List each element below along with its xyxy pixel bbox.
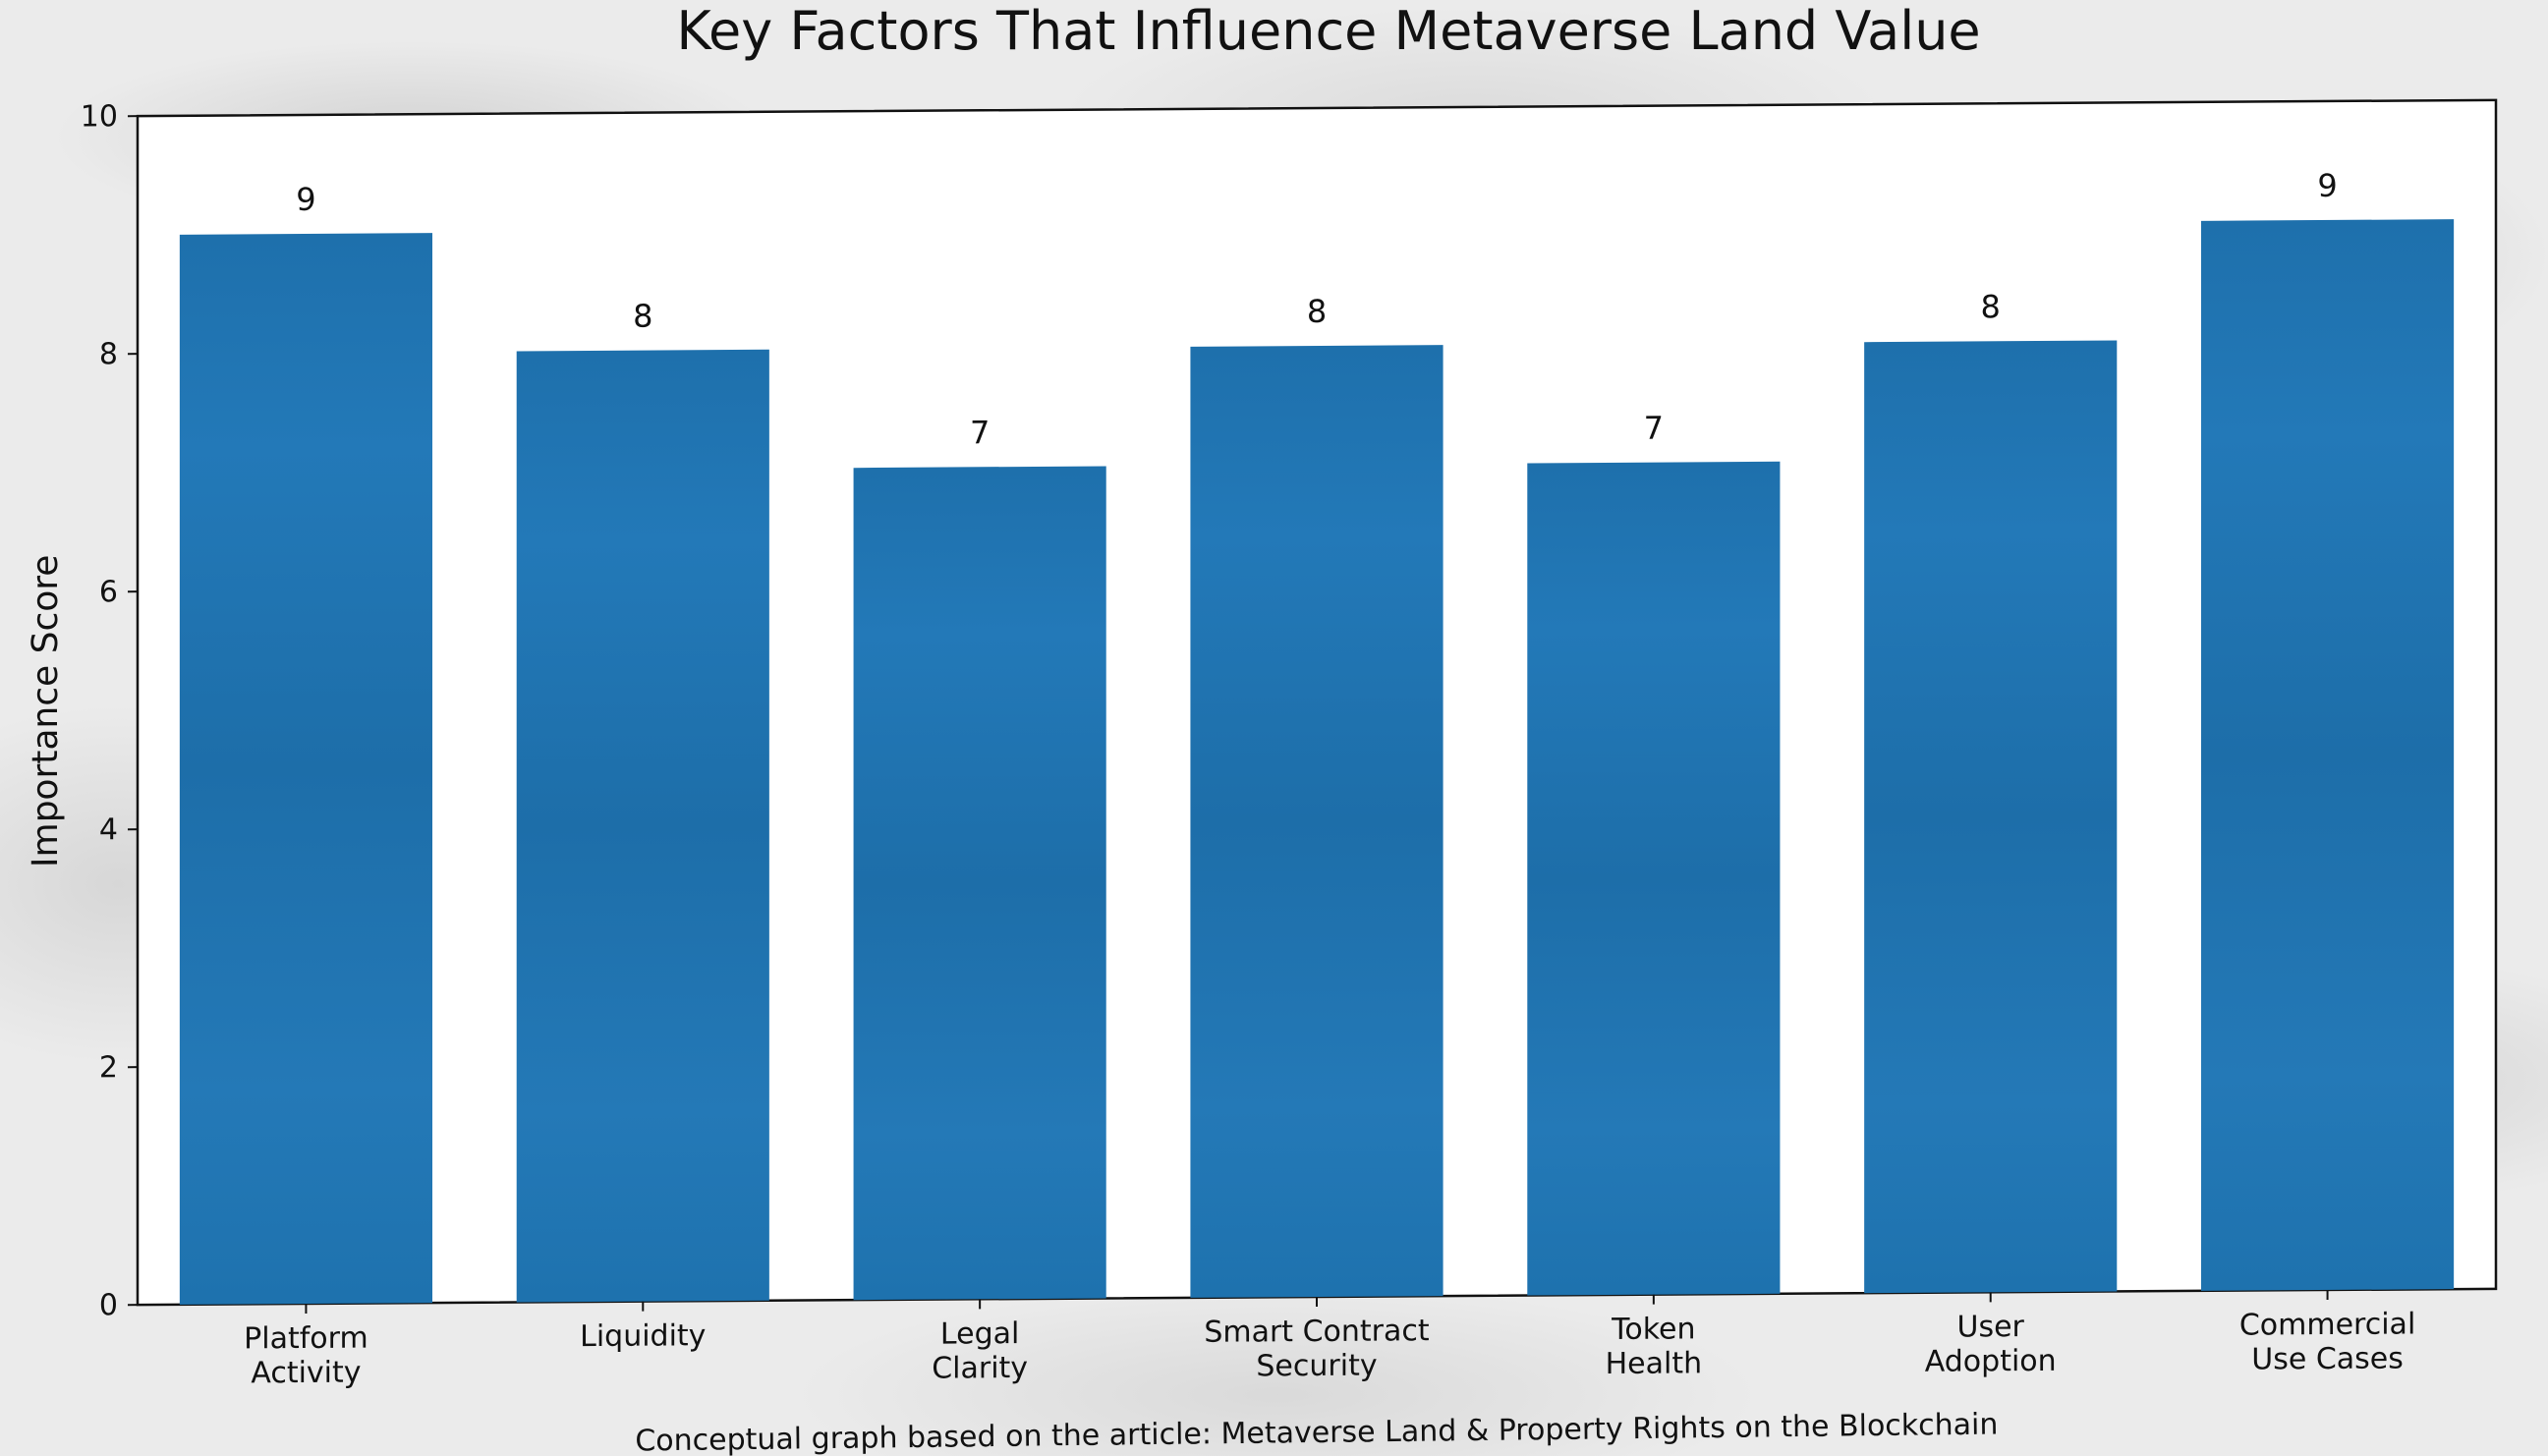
bar-6 <box>1864 340 2118 1294</box>
y-tick-label-0: 0 <box>99 1288 118 1322</box>
x-tick-label-line: Legal <box>940 1316 1019 1352</box>
chart-title: Key Factors That Influence Metaverse Lan… <box>676 0 1980 62</box>
data-label-3: 7 <box>970 414 990 451</box>
x-tick-label-5: Token Health <box>1606 1312 1703 1381</box>
x-tick-label-line: Security <box>1256 1349 1377 1384</box>
bar-2 <box>516 349 769 1303</box>
x-tick-label-line: Use Cases <box>2251 1341 2404 1376</box>
y-tick-label-4: 4 <box>99 812 118 847</box>
x-tick-label-2: Liquidity <box>580 1318 706 1354</box>
x-tick-label-line: User <box>1957 1310 2025 1344</box>
x-tick-label-line: Token <box>1611 1312 1695 1347</box>
y-tick-label-10: 10 <box>81 99 118 134</box>
data-label-5: 7 <box>1644 410 1664 447</box>
y-tick-label-2: 2 <box>99 1050 118 1085</box>
x-tick-label-line: Activity <box>251 1356 361 1391</box>
bars-group <box>179 219 2455 1305</box>
y-axis-ticks: 0 2 4 6 8 10 <box>81 99 138 1322</box>
bar-5 <box>1527 461 1781 1296</box>
x-tick-label-line: Adoption <box>1925 1344 2057 1379</box>
x-tick-label-1: Platform Activity <box>244 1321 368 1391</box>
x-tick-label-4: Smart Contract Security <box>1204 1314 1430 1384</box>
x-tick-label-3: Legal Clarity <box>932 1316 1028 1386</box>
bar-7 <box>2201 219 2455 1291</box>
x-axis-ticks: Platform Activity Liquidity Legal Clarity Sma… <box>244 1289 2415 1390</box>
data-label-7: 9 <box>2317 167 2337 204</box>
y-tick-label-6: 6 <box>99 575 118 609</box>
chart-caption: Conceptual graph based on the article: M… <box>635 1408 1999 1456</box>
data-label-1: 9 <box>296 181 315 218</box>
x-tick-label-line: Health <box>1606 1346 1703 1381</box>
x-tick-label-line: Commercial <box>2239 1307 2415 1342</box>
data-label-6: 8 <box>1981 288 2001 325</box>
bar-1 <box>179 233 432 1305</box>
x-tick-label-line: Platform <box>244 1321 368 1357</box>
data-label-2: 8 <box>633 298 652 335</box>
bar-3 <box>853 466 1106 1301</box>
x-tick-label-7: Commercial Use Cases <box>2239 1307 2415 1376</box>
x-tick-label-6: User Adoption <box>1925 1310 2057 1379</box>
x-tick-label-line: Liquidity <box>580 1318 706 1354</box>
x-tick-label-line: Clarity <box>932 1351 1028 1386</box>
y-tick-label-8: 8 <box>99 337 118 371</box>
y-axis-label: Importance Score <box>26 554 66 868</box>
data-labels-group: 9 8 7 8 7 8 9 <box>296 167 2338 451</box>
x-tick-label-line: Smart Contract <box>1204 1314 1430 1350</box>
bar-4 <box>1190 345 1444 1298</box>
data-label-4: 8 <box>1307 293 1327 330</box>
